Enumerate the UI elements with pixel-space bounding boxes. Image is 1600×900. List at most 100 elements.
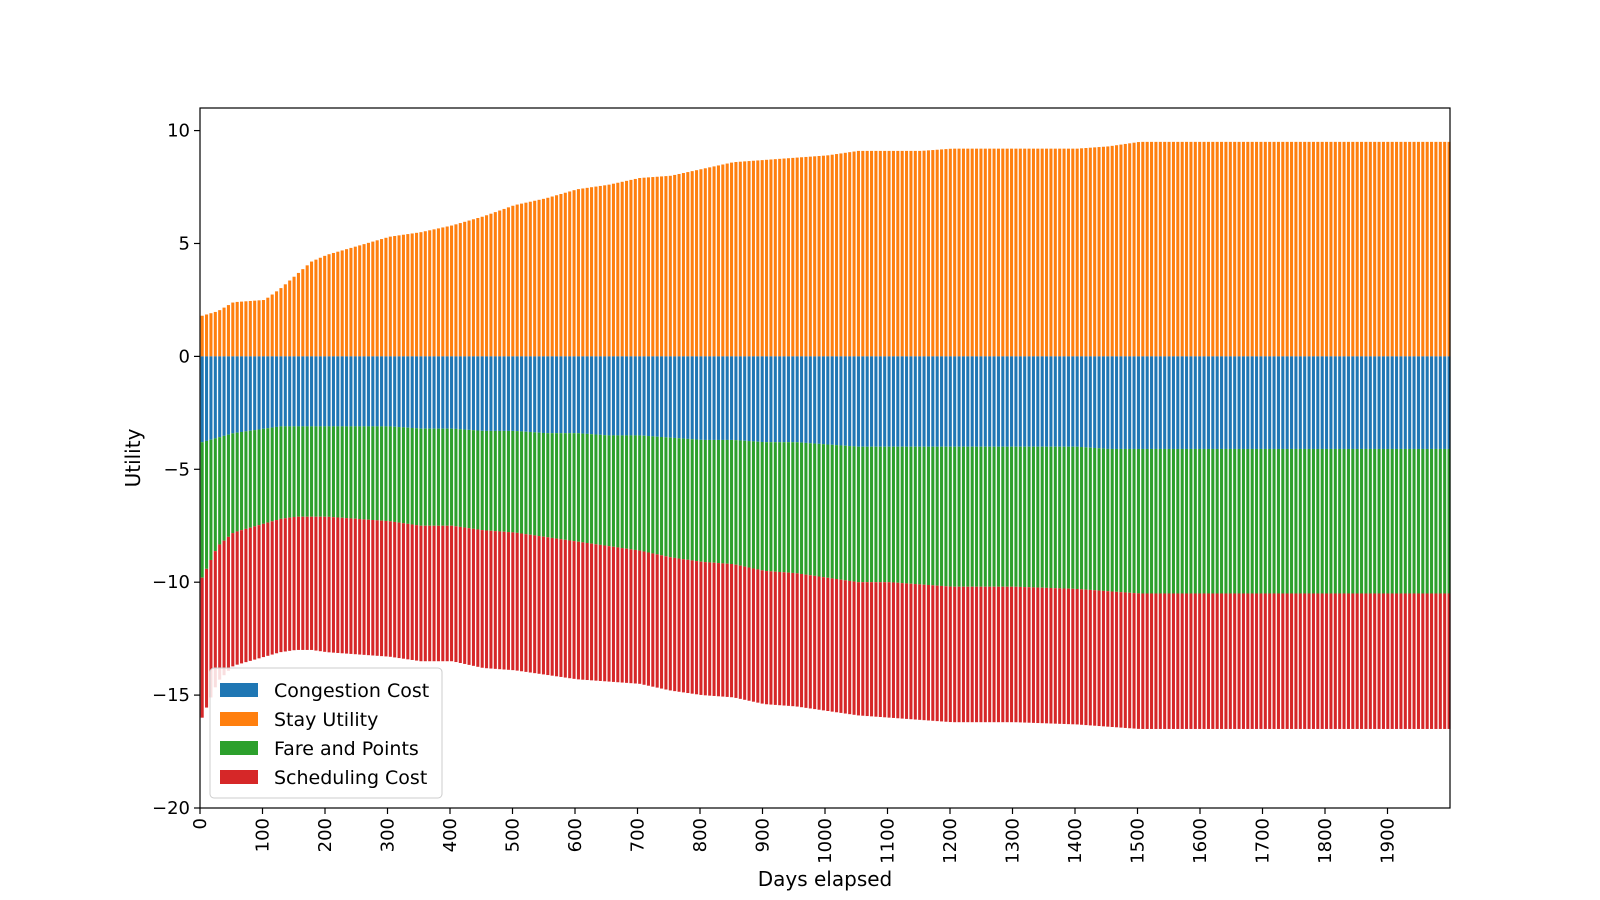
bar-congestion-cost [1241, 356, 1245, 449]
bar-stay-utility [594, 186, 598, 357]
bar-congestion-cost [498, 356, 502, 431]
bar-scheduling-cost [992, 586, 996, 723]
bar-scheduling-cost [891, 582, 895, 718]
bar-scheduling-cost [791, 572, 795, 707]
bar-fare-and-points [1128, 448, 1132, 593]
bar-congestion-cost [970, 356, 974, 447]
bar-scheduling-cost [257, 525, 261, 659]
bar-stay-utility [1447, 141, 1451, 357]
bar-stay-utility [555, 195, 559, 357]
bar-congestion-cost [235, 356, 239, 433]
bar-stay-utility [1395, 141, 1399, 357]
bar-stay-utility [795, 157, 799, 357]
bar-scheduling-cost [594, 544, 598, 681]
bar-congestion-cost [642, 356, 646, 436]
bar-congestion-cost [1325, 356, 1329, 449]
bar-stay-utility [428, 230, 432, 357]
bar-fare-and-points [646, 436, 650, 553]
bar-fare-and-points [629, 435, 633, 550]
bar-fare-and-points [485, 430, 489, 531]
bar-scheduling-cost [541, 536, 545, 675]
bar-congestion-cost [778, 356, 782, 443]
bar-congestion-cost [918, 356, 922, 447]
bar-fare-and-points [1430, 448, 1434, 594]
bar-stay-utility [1220, 141, 1224, 357]
bar-congestion-cost [756, 356, 760, 442]
bar-scheduling-cost [489, 530, 493, 669]
bar-fare-and-points [213, 438, 217, 552]
bar-scheduling-cost [1128, 592, 1132, 729]
bar-stay-utility [730, 162, 734, 357]
bar-congestion-cost [839, 356, 843, 446]
bar-congestion-cost [1285, 356, 1289, 449]
x-tick-label: 0 [190, 818, 211, 829]
bar-congestion-cost [340, 356, 344, 427]
bar-fare-and-points [520, 431, 524, 534]
x-tick-label: 1600 [1190, 818, 1211, 864]
bar-congestion-cost [1154, 356, 1158, 449]
bar-fare-and-points [751, 441, 755, 569]
bar-congestion-cost [900, 356, 904, 447]
bar-scheduling-cost [213, 551, 217, 688]
bar-fare-and-points [778, 442, 782, 572]
bar-fare-and-points [537, 432, 541, 537]
bar-congestion-cost [380, 356, 384, 427]
bar-scheduling-cost [1176, 593, 1180, 729]
bar-scheduling-cost [1311, 593, 1315, 729]
bar-stay-utility [240, 301, 244, 357]
bar-fare-and-points [900, 446, 904, 584]
bar-congestion-cost [1307, 356, 1311, 449]
bar-scheduling-cost [384, 520, 388, 657]
bar-scheduling-cost [773, 571, 777, 705]
bar-congestion-cost [629, 356, 633, 436]
bar-stay-utility [616, 182, 620, 357]
bar-fare-and-points [1338, 448, 1342, 594]
bar-congestion-cost [485, 356, 489, 431]
bar-scheduling-cost [651, 553, 655, 687]
bar-congestion-cost [611, 356, 615, 436]
bar-scheduling-cost [423, 525, 427, 662]
bar-stay-utility [520, 203, 524, 357]
bar-scheduling-cost [926, 584, 930, 721]
bar-fare-and-points [1285, 448, 1289, 594]
bar-scheduling-cost [734, 564, 738, 698]
bar-fare-and-points [248, 430, 252, 528]
x-axis: 0 100 200 300 400 500 600 700 800 900 1000 1100 1200… [190, 808, 1399, 864]
bar-congestion-cost [1036, 356, 1040, 447]
bar-stay-utility [725, 163, 729, 357]
bar-scheduling-cost [1263, 593, 1267, 729]
bar-congestion-cost [1049, 356, 1053, 447]
bar-fare-and-points [1329, 448, 1333, 594]
bar-fare-and-points [305, 426, 309, 517]
bar-congestion-cost [323, 356, 327, 427]
bar-stay-utility [913, 150, 917, 357]
bar-stay-utility [970, 148, 974, 357]
bar-stay-utility [918, 150, 922, 357]
bar-congestion-cost [1075, 356, 1079, 447]
legend-label-fare-and-points: Fare and Points [274, 738, 419, 760]
bar-stay-utility [800, 157, 804, 357]
bar-stay-utility [323, 255, 327, 357]
bar-fare-and-points [1346, 448, 1350, 594]
bar-fare-and-points [1115, 448, 1119, 592]
bar-congestion-cost [568, 356, 572, 434]
bar-scheduling-cost [480, 530, 484, 668]
bar-scheduling-cost [878, 582, 882, 717]
bar-fare-and-points [222, 435, 226, 541]
bar-congestion-cost [1141, 356, 1145, 449]
bar-stay-utility [1303, 141, 1307, 357]
bar-stay-utility [1355, 141, 1359, 357]
bar-fare-and-points [821, 444, 825, 578]
bar-congestion-cost [856, 356, 860, 447]
bar-congestion-cost [528, 356, 532, 433]
bar-fare-and-points [712, 439, 716, 563]
bar-fare-and-points [515, 431, 519, 533]
bar-scheduling-cost [944, 586, 948, 722]
bar-scheduling-cost [441, 525, 445, 662]
bar-stay-utility [1075, 148, 1079, 357]
bar-congestion-cost [1018, 356, 1022, 447]
bar-stay-utility [909, 150, 913, 357]
bar-congestion-cost [957, 356, 961, 447]
bar-scheduling-cost [406, 523, 410, 660]
bar-congestion-cost [533, 356, 537, 433]
